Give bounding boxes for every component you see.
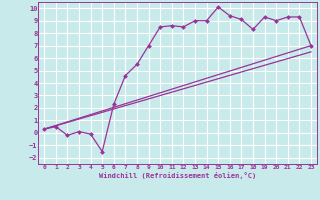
X-axis label: Windchill (Refroidissement éolien,°C): Windchill (Refroidissement éolien,°C) — [99, 172, 256, 179]
